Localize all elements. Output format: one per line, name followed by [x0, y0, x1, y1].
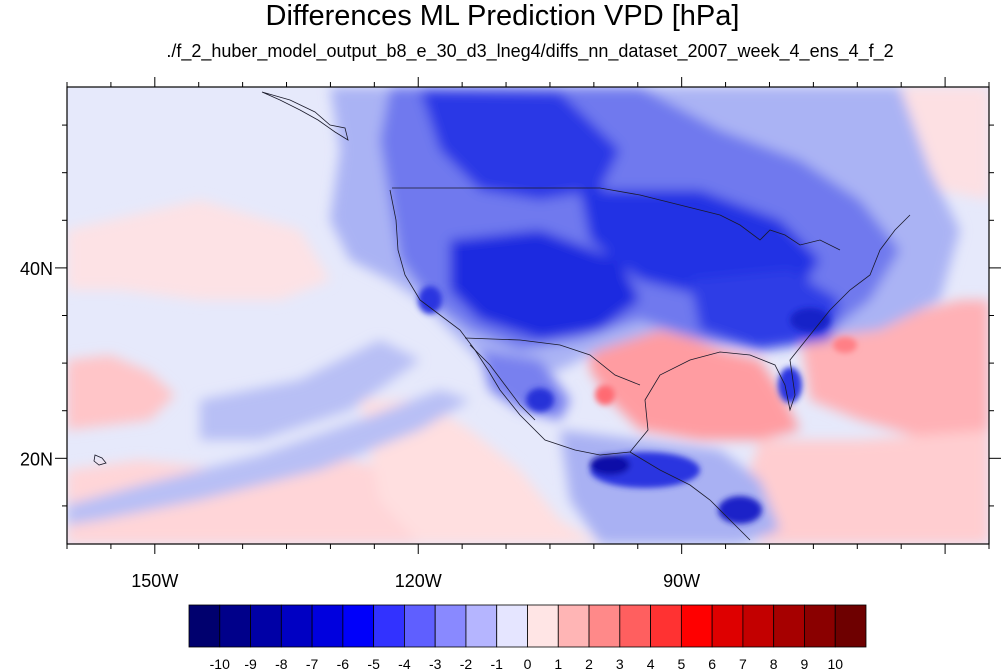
blue-spot-mexico-2	[590, 455, 630, 475]
blue-spot-baja	[526, 388, 554, 412]
colorbar-swatch	[773, 604, 805, 648]
colorbar-label: -8	[275, 656, 288, 672]
colorbar-label: -6	[337, 656, 350, 672]
colorbar-swatch	[311, 604, 344, 648]
border-us-canada	[392, 187, 721, 216]
colorbar-swatch	[834, 604, 867, 648]
map-field	[67, 87, 989, 544]
lon-tick-label: 120W	[395, 571, 442, 591]
colorbar-label: 10	[827, 656, 843, 672]
blue-spot-california	[418, 286, 442, 314]
colorbar-swatch	[804, 604, 836, 648]
colorbar-swatch	[373, 604, 405, 648]
coastline-great-lakes	[719, 214, 841, 251]
colorbar-swatch	[465, 604, 498, 648]
field-details	[418, 286, 857, 524]
field-shading	[67, 87, 989, 544]
colorbar-label: -3	[429, 656, 442, 672]
coastline-hawaii	[93, 454, 107, 466]
colorbar-label: 4	[647, 656, 655, 672]
red-patch-north-atlantic	[900, 87, 989, 200]
axis-ticks	[55, 77, 1001, 554]
axis-tick-labels: 150W 120W 90W 40N 20N	[20, 259, 700, 591]
red-patch-mexico-pacific	[360, 400, 600, 544]
colorbar-swatch	[188, 604, 221, 648]
colorbar-label: -4	[398, 656, 411, 672]
colorbar-label: 0	[524, 656, 532, 672]
blue-strong-great-lakes	[580, 190, 820, 300]
colorbar-label: 1	[554, 656, 562, 672]
blue-spot-central-america	[718, 496, 762, 524]
border-us-mexico	[464, 337, 641, 386]
colorbar-swatch	[527, 604, 559, 648]
plot-title: Differences ML Prediction VPD [hPa]	[265, 0, 740, 32]
coastlines	[93, 91, 911, 541]
colorbar-swatch	[496, 604, 528, 648]
colorbar-swatch	[250, 604, 282, 648]
blue-band-pacific-2	[200, 340, 420, 440]
red-patch-caribbean	[740, 430, 989, 544]
colorbar-label: 3	[616, 656, 624, 672]
coastline-alaska	[261, 91, 349, 141]
colorbar-swatch	[404, 604, 436, 648]
colorbar-label: 2	[585, 656, 593, 672]
colorbar-label: -7	[306, 656, 319, 672]
colorbar-swatch	[434, 604, 467, 648]
plot-subtitle: ./f_2_huber_model_output_b8_e_30_d3_lneg…	[166, 41, 894, 61]
colorbar-swatch	[650, 604, 682, 648]
blue-strong-interior-west	[450, 230, 640, 340]
lat-tick-label: 40N	[20, 259, 53, 279]
colorbar-swatch	[619, 604, 651, 648]
red-patch-west-pacific	[67, 355, 175, 430]
colorbar-swatch	[342, 604, 375, 648]
colorbar-label: 8	[770, 656, 778, 672]
red-spot-mexico	[595, 385, 615, 405]
colorbar-label: 9	[801, 656, 809, 672]
colorbar-swatch	[588, 604, 621, 648]
colorbar-label: 7	[739, 656, 747, 672]
lon-tick-label: 150W	[131, 571, 178, 591]
colorbar-swatch	[280, 604, 313, 648]
lon-tick-label: 90W	[663, 571, 700, 591]
colorbar-label: -2	[460, 656, 473, 672]
colorbar-label: -5	[367, 656, 380, 672]
colorbar-label: -9	[244, 656, 257, 672]
colorbar-swatch	[680, 604, 713, 648]
colorbar-swatch	[557, 604, 590, 648]
blue-strong-canada	[420, 90, 620, 200]
colorbar-swatch	[711, 604, 744, 648]
red-patch-northwest	[67, 200, 330, 300]
blue-spot-southeast	[790, 308, 830, 332]
blue-band-pacific-1	[67, 390, 470, 525]
red-patch-atlantic	[800, 300, 989, 440]
colorbar-swatch	[219, 604, 251, 648]
lat-tick-label: 20N	[20, 449, 53, 469]
red-patch-texas-gulf	[590, 325, 800, 440]
coastline-baja	[469, 344, 536, 421]
colorbar-label: -10	[210, 656, 230, 672]
red-spot-atlantic	[833, 337, 857, 353]
colorbar	[188, 604, 867, 648]
colorbar-labels: -10 -9 -8 -7 -6 -5 -4 -3 -2 -1 0 1 2 3 4 5 6 7 8 9 10	[210, 656, 844, 672]
colorbar-label: 6	[708, 656, 716, 672]
red-patch-south-pacific	[67, 455, 440, 544]
colorbar-label: 5	[677, 656, 685, 672]
coastline-gulf	[629, 214, 911, 453]
colorbar-label: -1	[491, 656, 504, 672]
colorbar-swatch	[742, 604, 775, 648]
blue-spot-florida	[778, 367, 802, 403]
coastline-central-america	[629, 451, 751, 541]
